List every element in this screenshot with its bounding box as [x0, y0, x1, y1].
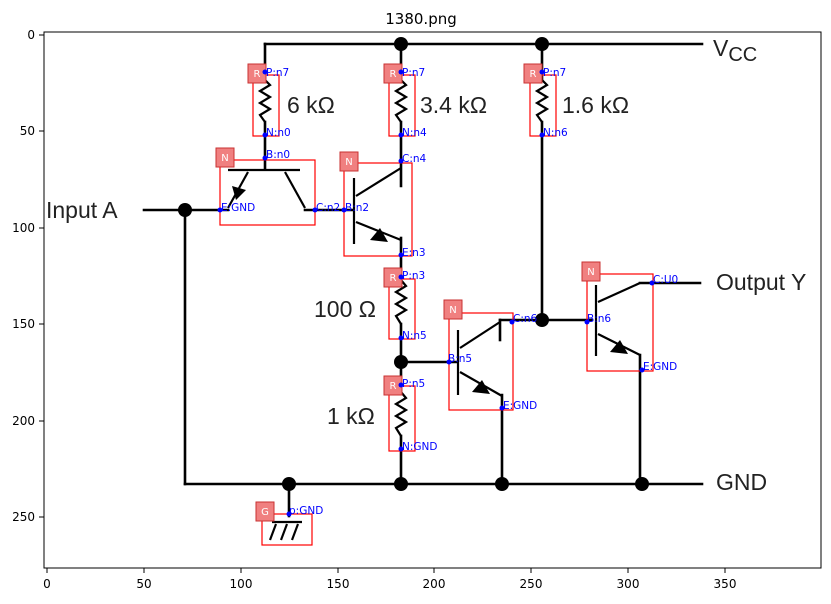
x-axis: 0 50 100 150 200 250 300 350 — [43, 568, 736, 591]
pin-label: B:n0 — [266, 149, 290, 161]
y-tick-label: 150 — [12, 317, 35, 331]
component-box: N C:U0 B:n6 E:GND — [581, 261, 678, 373]
pin-label: E:GND — [221, 202, 255, 214]
junction-dots — [178, 37, 649, 491]
transistor-q1 — [227, 168, 306, 209]
x-tick-label: 300 — [617, 577, 640, 591]
component-tag: N — [221, 153, 228, 164]
pin-label: E:GND — [503, 400, 537, 412]
pin-label: E:GND — [643, 361, 677, 373]
component-tag: N — [345, 157, 352, 168]
resistor-value-label: 1.6 kΩ — [562, 92, 629, 118]
vcc-label: VCC — [713, 35, 757, 66]
resistor-value-label: 6 kΩ — [287, 92, 335, 118]
component-tag: G — [261, 507, 269, 518]
x-tick-label: 250 — [520, 577, 543, 591]
y-tick-label: 200 — [12, 414, 35, 428]
x-tick-label: 50 — [136, 577, 151, 591]
resistor-zigzags — [257, 79, 550, 437]
component-tag: R — [390, 273, 397, 284]
circuit-wires — [142, 42, 704, 518]
y-axis: 0 50 100 150 200 250 — [12, 28, 44, 524]
pin-label: P:n7 — [266, 67, 289, 79]
component-tag: N — [449, 305, 456, 316]
pin-label: B:n2 — [345, 202, 369, 214]
pin-label: N:GND — [402, 441, 437, 453]
figure-title: 1380.png — [385, 10, 457, 28]
component-box: N B:n0 E:GND C:n2 — [215, 147, 340, 226]
axes-frame — [43, 31, 822, 569]
component-box: R P:n3 N:n5 — [383, 267, 427, 342]
component-box: R P:n7 N:n6 — [523, 63, 568, 139]
resistor-value-label: 100 Ω — [314, 296, 376, 322]
pin-label: C:n2 — [316, 202, 340, 214]
component-tag: N — [587, 267, 594, 278]
pin-label: P:n7 — [543, 67, 566, 79]
component-box: R P:n7 N:n4 — [383, 63, 427, 139]
component-tag: R — [390, 69, 397, 80]
output-y-label: Output Y — [716, 269, 806, 295]
component-tag: R — [390, 381, 397, 392]
x-tick-label: 0 — [43, 577, 51, 591]
resistor-value-label: 1 kΩ — [327, 403, 375, 429]
input-a-label: Input A — [46, 197, 118, 223]
x-tick-label: 350 — [714, 577, 737, 591]
component-box: G p:GND — [255, 501, 323, 546]
gnd-label: GND — [716, 469, 767, 495]
y-tick-label: 0 — [27, 28, 35, 42]
y-tick-label: 100 — [12, 221, 35, 235]
transistor-q3 — [456, 321, 503, 397]
circuit-labels: VCC Input A Output Y GND 6 kΩ 3.4 kΩ 1.6… — [46, 35, 806, 495]
component-tag: R — [530, 69, 537, 80]
pin-label: P:n5 — [402, 378, 425, 390]
pin-label: C:n6 — [513, 313, 538, 325]
transistor-q4 — [594, 281, 641, 356]
component-box: R P:n7 N:n0 — [247, 63, 291, 139]
x-tick-label: 150 — [327, 577, 350, 591]
pin-label: P:n3 — [402, 270, 425, 282]
x-tick-label: 100 — [230, 577, 253, 591]
pin-label: N:n4 — [402, 127, 427, 139]
x-tick-label: 200 — [423, 577, 446, 591]
component-tag: R — [254, 69, 261, 80]
pin-label: B:n5 — [448, 353, 472, 365]
pin-label: E:n3 — [402, 247, 426, 259]
component-box: R P:n5 N:GND — [383, 375, 437, 453]
component-box: N C:n4 B:n2 E:n3 — [339, 151, 427, 259]
pin-label: N:n0 — [266, 127, 291, 139]
pin-label: B:n6 — [587, 313, 611, 325]
pin-label: P:n7 — [402, 67, 425, 79]
resistor-value-label: 3.4 kΩ — [420, 92, 487, 118]
component-box: N C:n6 B:n5 E:GND — [443, 299, 538, 412]
y-tick-label: 250 — [12, 510, 35, 524]
pin-label: N:n6 — [543, 127, 568, 139]
pin-label: C:n4 — [402, 153, 427, 165]
transistor-q2 — [352, 167, 402, 244]
pin-label: p:GND — [289, 505, 323, 517]
ground-symbol — [268, 520, 302, 541]
pin-label: C:U0 — [653, 274, 678, 286]
y-tick-label: 50 — [20, 124, 35, 138]
pin-label: N:n5 — [402, 330, 427, 342]
